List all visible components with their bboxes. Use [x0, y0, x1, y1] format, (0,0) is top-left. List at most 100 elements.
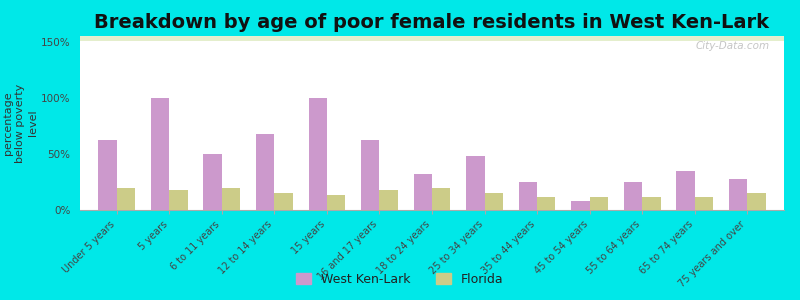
Bar	[80, 36, 784, 38]
Bar	[80, 37, 784, 39]
Bar	[80, 37, 784, 39]
Bar	[80, 37, 784, 38]
Bar	[80, 37, 784, 38]
Bar	[624, 182, 642, 210]
Bar	[80, 36, 784, 38]
Bar	[117, 188, 135, 210]
Bar	[80, 36, 784, 38]
Bar	[80, 37, 784, 38]
Bar	[80, 38, 784, 39]
Bar	[432, 188, 450, 210]
Bar	[80, 37, 784, 39]
Bar	[80, 37, 784, 39]
Bar	[80, 37, 784, 39]
Bar	[80, 36, 784, 38]
Bar	[80, 36, 784, 38]
Bar	[80, 37, 784, 38]
Bar	[80, 37, 784, 39]
Bar	[80, 38, 784, 39]
Bar	[414, 174, 432, 210]
Bar	[274, 193, 293, 210]
Bar	[80, 38, 784, 39]
Bar	[80, 37, 784, 38]
Bar	[80, 36, 784, 38]
Legend: West Ken-Lark, Florida: West Ken-Lark, Florida	[291, 268, 509, 291]
Bar	[222, 188, 240, 210]
Bar	[80, 37, 784, 38]
Bar	[80, 37, 784, 38]
Bar	[80, 38, 784, 39]
Bar	[80, 36, 784, 38]
Bar	[80, 37, 784, 39]
Bar	[80, 37, 784, 39]
Bar	[80, 38, 784, 39]
Bar	[80, 37, 784, 38]
Bar	[80, 36, 784, 38]
Bar	[80, 36, 784, 38]
Bar	[80, 38, 784, 39]
Bar	[80, 38, 784, 39]
Bar	[80, 37, 784, 38]
Bar	[80, 36, 784, 38]
Bar	[80, 37, 784, 39]
Bar	[80, 37, 784, 38]
Bar	[80, 36, 784, 38]
Bar	[80, 37, 784, 39]
Bar	[80, 37, 784, 39]
Bar	[518, 182, 537, 210]
Bar	[80, 37, 784, 39]
Bar	[80, 36, 784, 38]
Bar	[98, 140, 117, 210]
Bar	[80, 37, 784, 39]
Bar	[80, 37, 784, 38]
Bar	[80, 38, 784, 39]
Bar	[80, 37, 784, 38]
Bar	[80, 37, 784, 39]
Bar	[80, 37, 784, 39]
Bar	[80, 38, 784, 39]
Bar	[80, 36, 784, 38]
Bar	[80, 37, 784, 39]
Bar	[485, 193, 503, 210]
Bar	[80, 38, 784, 39]
Bar	[80, 38, 784, 39]
Bar	[151, 98, 170, 210]
Title: Breakdown by age of poor female residents in West Ken-Lark: Breakdown by age of poor female resident…	[94, 13, 770, 32]
Text: City-Data.com: City-Data.com	[696, 41, 770, 51]
Bar	[80, 37, 784, 38]
Bar	[80, 37, 784, 39]
Bar	[80, 36, 784, 38]
Bar	[80, 38, 784, 39]
Bar	[537, 196, 555, 210]
Bar	[379, 190, 398, 210]
Bar	[466, 156, 485, 210]
Bar	[80, 37, 784, 39]
Bar	[80, 37, 784, 39]
Bar	[309, 98, 327, 210]
Bar	[729, 178, 747, 210]
Bar	[80, 37, 784, 38]
Bar	[80, 38, 784, 39]
Bar	[80, 36, 784, 38]
Bar	[80, 36, 784, 38]
Bar	[80, 38, 784, 39]
Bar	[694, 196, 713, 210]
Bar	[80, 37, 784, 39]
Bar	[170, 190, 188, 210]
Bar	[80, 36, 784, 38]
Bar	[80, 37, 784, 39]
Bar	[256, 134, 274, 210]
Bar	[676, 171, 694, 210]
Bar	[80, 38, 784, 39]
Bar	[80, 37, 784, 38]
Bar	[80, 36, 784, 38]
Bar	[80, 37, 784, 39]
Bar	[80, 37, 784, 39]
Bar	[80, 38, 784, 40]
Bar	[80, 38, 784, 39]
Bar	[80, 36, 784, 38]
Bar	[203, 154, 222, 210]
Bar	[80, 38, 784, 39]
Bar	[80, 36, 784, 38]
Bar	[590, 196, 608, 210]
